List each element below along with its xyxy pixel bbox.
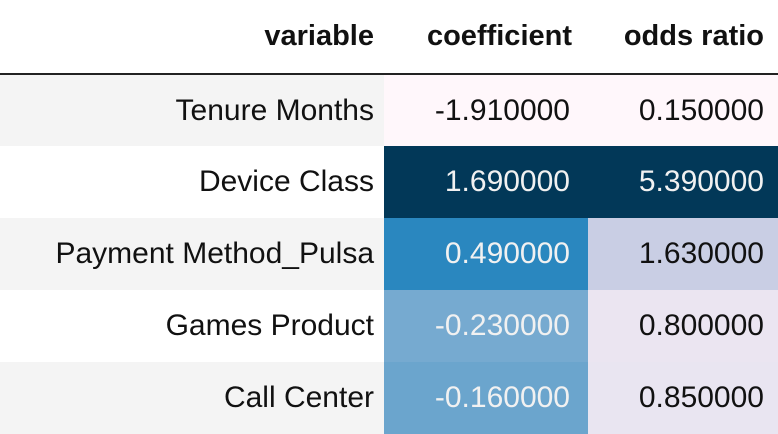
header-odds-ratio: odds ratio (588, 0, 778, 75)
header-variable: variable (0, 0, 384, 75)
odds-ratio-cell: 0.850000 (588, 362, 778, 434)
variable-cell: Device Class (0, 146, 384, 218)
table-header: variable coefficient odds ratio (0, 0, 778, 75)
variable-cell: Call Center (0, 362, 384, 434)
variable-cell: Games Product (0, 290, 384, 362)
coefficient-cell: -1.910000 (384, 74, 588, 146)
variable-cell: Payment Method_Pulsa (0, 218, 384, 290)
coefficient-cell: -0.160000 (384, 362, 588, 434)
header-row: variable coefficient odds ratio (0, 0, 778, 75)
coefficient-cell: -0.230000 (384, 290, 588, 362)
table-row: Games Product -0.230000 0.800000 (0, 290, 778, 362)
table-body: Tenure Months -1.910000 0.150000 Device … (0, 74, 778, 434)
odds-ratio-cell: 1.630000 (588, 218, 778, 290)
header-coefficient: coefficient (384, 0, 588, 75)
table-row: Tenure Months -1.910000 0.150000 (0, 74, 778, 146)
odds-ratio-cell: 5.390000 (588, 146, 778, 218)
odds-ratio-cell: 0.150000 (588, 74, 778, 146)
table-row: Call Center -0.160000 0.850000 (0, 362, 778, 434)
coefficient-cell: 0.490000 (384, 218, 588, 290)
odds-ratio-cell: 0.800000 (588, 290, 778, 362)
table-row: Payment Method_Pulsa 0.490000 1.630000 (0, 218, 778, 290)
variable-cell: Tenure Months (0, 74, 384, 146)
table-row: Device Class 1.690000 5.390000 (0, 146, 778, 218)
coefficient-cell: 1.690000 (384, 146, 588, 218)
